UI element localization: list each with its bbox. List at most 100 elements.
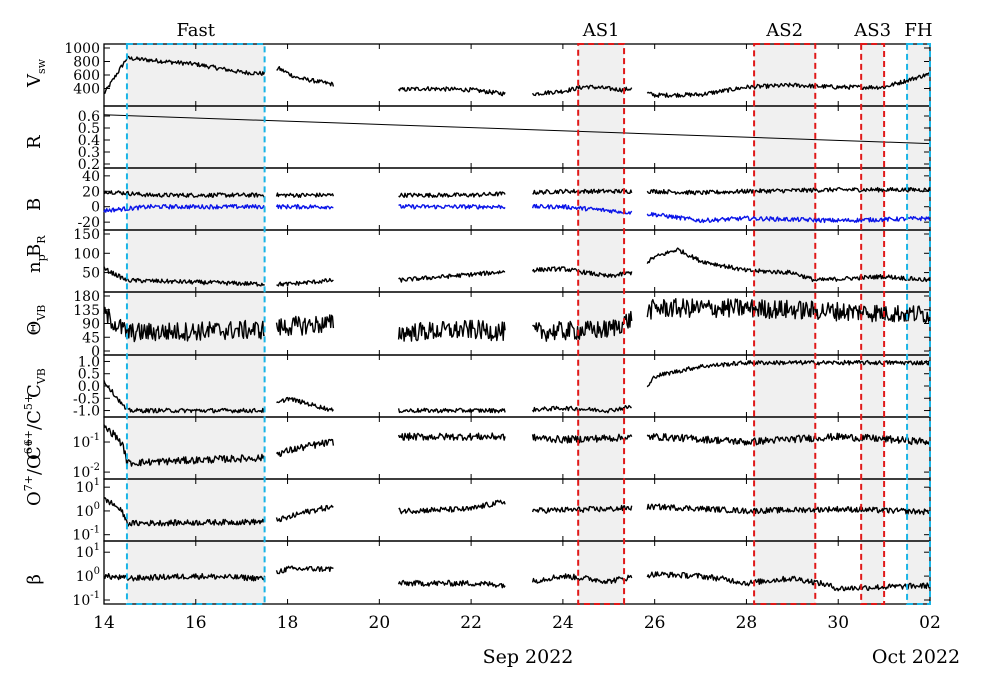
x-axis-label-oct: Oct 2022	[872, 646, 960, 668]
series-0-0-segment-2	[397, 86, 506, 97]
x-axis-label-sep: Sep 2022	[483, 646, 574, 668]
series-2-0-segment-0	[103, 190, 265, 198]
xtick-label-1: 16	[185, 613, 207, 633]
ytick-label-3-1: 100	[73, 246, 100, 262]
ytick-label-7-1: 100	[76, 501, 100, 520]
interval-box-2	[753, 43, 817, 605]
interval-shade-4	[907, 44, 930, 604]
interval-shade-3	[861, 44, 885, 604]
ytick-label-7-2: 10-1	[72, 525, 100, 544]
series-6-0-segment-1	[275, 438, 335, 457]
series-1-0	[103, 114, 931, 145]
interval-shade-2	[754, 44, 816, 604]
series-2-1-segment-4	[646, 211, 931, 224]
series-2-1-segment-2	[398, 203, 506, 210]
series-4-0-segment-1	[275, 314, 335, 336]
xtick-label-5: 24	[552, 613, 574, 633]
interval-box-0	[125, 43, 266, 605]
ytick-label-4-1: 135	[73, 303, 100, 319]
ytick-label-3-2: 50	[82, 266, 100, 282]
series-6-0-segment-0	[103, 424, 266, 467]
ytick-label-1-2: 0.4	[78, 133, 100, 149]
xtick-label-7: 28	[736, 613, 758, 633]
interval-label-4: FH	[904, 20, 932, 41]
series-2-0-segment-3	[532, 188, 633, 195]
ytick-label-6-0: 10-1	[72, 432, 100, 451]
series-3-0-segment-1	[276, 277, 334, 287]
ytick-label-2-1: 20	[82, 184, 100, 200]
series-0-0-segment-1	[276, 65, 335, 87]
series-8-0-segment-0	[103, 573, 266, 582]
ytick-label-1-1: 0.5	[78, 121, 100, 137]
series-3-0-segment-2	[398, 270, 506, 283]
ytick-label-8-0: 101	[76, 542, 100, 561]
series-5-0-segment-3	[531, 404, 632, 414]
series-2-1-segment-3	[531, 203, 633, 215]
series-7-0-segment-1	[275, 504, 334, 523]
ytick-label-1-4: 0.2	[78, 157, 100, 173]
ylabel-0: Vsw	[24, 58, 48, 88]
series-5-0-segment-4	[646, 359, 931, 388]
ytick-label-5-0: 1.0	[78, 354, 100, 370]
ytick-label-5-3: -0.5	[73, 391, 100, 407]
ytick-label-2-0: 40	[82, 169, 100, 185]
panel-5: 1.00.50.0-0.5-1.0 CVB	[24, 354, 931, 420]
ytick-label-1-3: 0.3	[78, 145, 100, 161]
series-8-0-segment-4	[646, 571, 931, 592]
interval-box-4	[906, 43, 931, 605]
series-8-0-segment-2	[397, 579, 506, 589]
interval-highlights	[125, 43, 931, 605]
ytick-label-0-0: 1000	[64, 41, 100, 57]
series-7-0-segment-2	[398, 499, 506, 515]
ytick-label-0-1: 800	[73, 55, 100, 71]
series-4-0-segment-2	[397, 319, 506, 342]
series-0-0-segment-4	[646, 71, 931, 98]
series-6-0-segment-2	[397, 432, 506, 441]
series-4-0-segment-0	[103, 306, 265, 343]
series-3-0-segment-0	[103, 266, 265, 287]
ytick-label-3-0: 150	[73, 227, 100, 243]
series-8-0-segment-1	[275, 565, 334, 575]
series-2-1-segment-0	[103, 203, 266, 213]
interval-label-1: AS1	[582, 20, 620, 41]
series-2-1-segment-1	[275, 203, 334, 210]
ytick-label-1-0: 0.6	[78, 109, 100, 125]
ytick-label-4-2: 90	[82, 317, 100, 333]
interval-labels: Fast AS1 AS2 AS3 FH	[177, 20, 933, 41]
series-2-0-segment-2	[398, 191, 506, 199]
series-5-0-segment-1	[276, 396, 334, 412]
ylabel-1: R	[24, 135, 45, 149]
series-7-0-segment-4	[646, 503, 931, 516]
ytick-label-0-3: 400	[73, 82, 100, 98]
ylabel-secondary-2: BR	[24, 235, 48, 257]
xtick-label-6: 26	[644, 613, 666, 633]
x-axis: 14 16 18 20 22 24 26 28 30 02 Sep 2022 Oct 2022	[93, 613, 960, 668]
xtick-label-2: 18	[277, 613, 299, 633]
interval-box-3	[860, 43, 886, 605]
ylabel-4: ΘVB	[24, 305, 48, 336]
interval-box-1	[577, 43, 626, 605]
series-3-0-segment-3	[531, 266, 633, 278]
xtick-label-3: 20	[369, 613, 391, 633]
series-4-0-segment-3	[532, 310, 633, 342]
ytick-label-8-1: 100	[76, 566, 100, 585]
ytick-label-0-2: 600	[73, 68, 100, 84]
ytick-label-5-1: 0.5	[78, 367, 100, 383]
interval-label-2: AS2	[765, 20, 803, 41]
ytick-label-5-4: -1.0	[73, 404, 100, 420]
series-7-0-segment-3	[531, 504, 633, 514]
series-3-0-segment-4	[646, 247, 931, 283]
ytick-label-2-3: -20	[77, 215, 100, 231]
xtick-label-9: 02	[919, 613, 941, 633]
series-2-0-segment-4	[646, 186, 931, 196]
xtick-label-8: 30	[827, 613, 849, 633]
chart-panels: 1000800600400Vsw0.60.50.40.30.2R40200-20…	[22, 41, 931, 609]
interval-label-3: AS3	[853, 20, 891, 41]
series-7-0-segment-0	[103, 497, 266, 527]
series-5-0-segment-0	[103, 380, 266, 414]
ylabel-2: B	[24, 198, 45, 211]
